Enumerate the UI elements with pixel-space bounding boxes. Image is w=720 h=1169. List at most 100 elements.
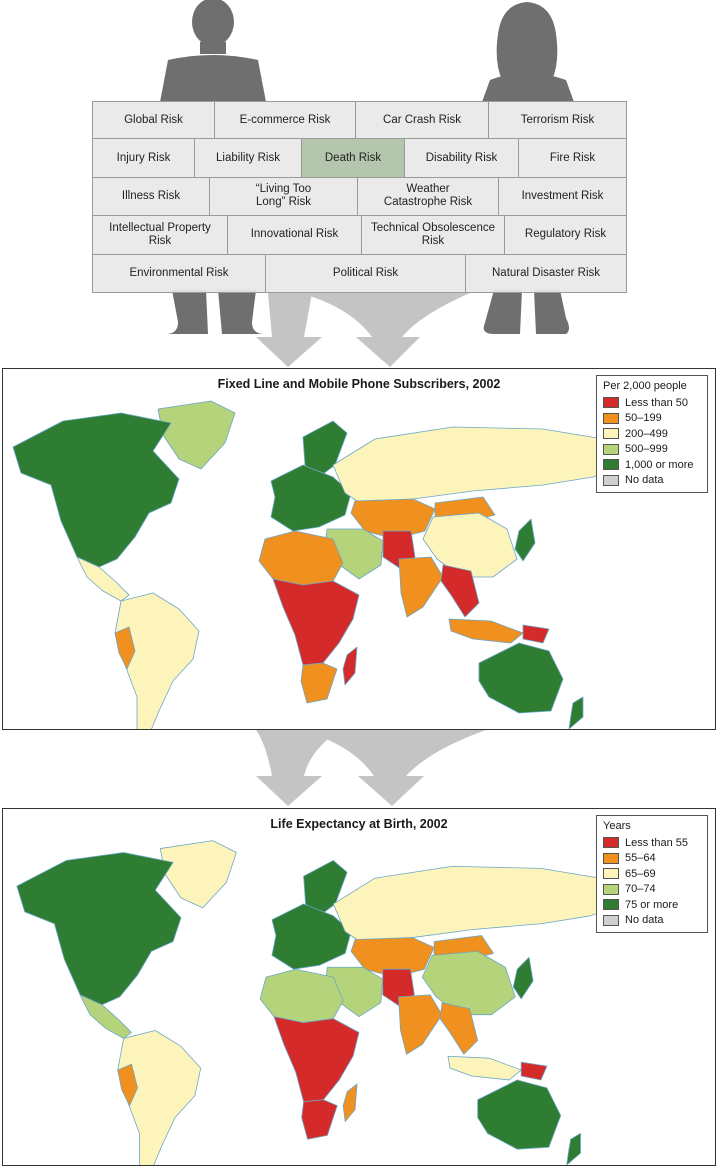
region-sub-saharan-africa [272, 578, 360, 666]
region-russia [332, 865, 641, 944]
map-title: Fixed Line and Mobile Phone Subscribers,… [217, 377, 501, 391]
region-southeast-asia [439, 1002, 479, 1055]
puzzle-row-5: Environmental Risk Political Risk Natura… [92, 254, 627, 293]
puzzle-piece: Intellectual Property Risk [92, 216, 228, 254]
puzzle-piece: Natural Disaster Risk [466, 254, 627, 292]
region-europe [271, 903, 352, 970]
legend-label: 55–64 [625, 852, 656, 865]
puzzle-piece: Technical Obsolescence Risk [362, 216, 505, 254]
landmasses [16, 840, 641, 1165]
legend-item: Less than 55 [603, 835, 701, 851]
legend-label: 50–199 [625, 412, 662, 425]
legend-label: 200–499 [625, 427, 668, 440]
region-north-africa [259, 968, 344, 1023]
legend-swatch [603, 837, 619, 849]
region-sub-saharan-africa [273, 1016, 360, 1103]
region-australia [477, 1079, 562, 1150]
arrows-middle [256, 730, 486, 806]
arrow-right-icon [300, 293, 470, 367]
legend-label: 1,000 or more [625, 458, 694, 471]
legend-label: 65–69 [625, 867, 656, 880]
people-silhouettes [160, 0, 574, 334]
legend-item: 55–64 [603, 851, 701, 867]
region-new-zealand [568, 696, 584, 729]
man-silhouette [160, 0, 266, 334]
legend-label: No data [625, 474, 664, 487]
puzzle-row-2: Injury Risk Liability Risk Death Risk Di… [92, 139, 627, 178]
legend-label: 70–74 [625, 883, 656, 896]
puzzle-piece: Global Risk [92, 102, 215, 139]
region-china [421, 951, 516, 1016]
legend-item: No data [603, 473, 701, 489]
legend-swatch [603, 868, 619, 880]
world-map-life [16, 840, 641, 1165]
puzzle-piece: Political Risk [266, 254, 466, 292]
legend-label: Less than 55 [625, 836, 688, 849]
region-southern-africa [300, 662, 338, 704]
puzzle-piece: Illness Risk [92, 177, 210, 216]
puzzle-piece-highlighted: Death Risk [302, 139, 405, 177]
puzzle-piece: Environmental Risk [92, 254, 266, 292]
puzzle-piece: “Living Too Long” Risk [210, 177, 358, 216]
arrows-top [256, 293, 470, 367]
puzzle-piece: Fire Risk [519, 139, 627, 177]
region-peru [114, 626, 136, 670]
legend-title: Per 2,000 people [603, 380, 687, 392]
legend-swatch [603, 397, 619, 409]
legend-swatch [603, 412, 619, 424]
region-europe [270, 464, 352, 532]
puzzle-piece: Disability Risk [405, 139, 519, 177]
legend: Years Less than 55 55–64 65–69 70–74 75 … [596, 815, 708, 933]
legend: Per 2,000 people Less than 50 50–199 200… [596, 375, 708, 493]
woman-silhouette [482, 2, 574, 334]
legend-label: 500–999 [625, 443, 668, 456]
legend-swatch [603, 474, 619, 486]
puzzle-piece: E-commerce Risk [215, 102, 356, 139]
region-southern-africa [301, 1099, 338, 1140]
region-central-america [79, 994, 132, 1039]
region-central-america [76, 556, 130, 602]
region-india [398, 556, 444, 618]
legend-swatch [603, 459, 619, 471]
region-greenland [159, 840, 237, 909]
world-map-phone [12, 400, 644, 729]
region-north-america [12, 412, 180, 568]
region-north-africa [258, 530, 344, 586]
legend-label: 75 or more [625, 898, 679, 911]
map-panel-life: Life Expectancy at Birth, 2002 Years Les… [2, 808, 716, 1166]
legend-item: 1,000 or more [603, 457, 701, 473]
legend-swatch [603, 899, 619, 911]
region-southeast-asia [440, 564, 480, 618]
region-png [522, 624, 550, 644]
legend-item: Less than 50 [603, 395, 701, 411]
legend-item: 500–999 [603, 442, 701, 458]
puzzle-piece: Regulatory Risk [505, 216, 627, 254]
region-indonesia [448, 618, 524, 644]
region-china [422, 512, 518, 578]
arrow-right-icon [300, 730, 486, 806]
arrow-left-icon [256, 730, 340, 806]
region-madagascar [342, 1083, 358, 1122]
puzzle-piece: Terrorism Risk [489, 102, 627, 139]
legend-item: 75 or more [603, 897, 701, 913]
region-australia [478, 642, 564, 714]
legend-label: Less than 50 [625, 396, 688, 409]
legend-item: 200–499 [603, 426, 701, 442]
region-new-zealand [566, 1132, 581, 1165]
landmasses [12, 400, 644, 729]
puzzle-row-4: Intellectual Property Risk Innovational … [92, 216, 627, 255]
region-indonesia [447, 1055, 522, 1081]
legend-swatch [603, 428, 619, 440]
region-japan [514, 518, 536, 562]
puzzle-piece: Injury Risk [92, 139, 195, 177]
legend-swatch [603, 852, 619, 864]
legend-swatch [603, 914, 619, 926]
puzzle-piece: Weather Catastrophe Risk [358, 177, 499, 216]
map-panel-phone: Fixed Line and Mobile Phone Subscribers,… [2, 368, 716, 730]
legend-item: 70–74 [603, 882, 701, 898]
region-japan [512, 956, 534, 1000]
puzzle-piece: Liability Risk [195, 139, 302, 177]
region-india [398, 994, 443, 1055]
puzzle-piece: Investment Risk [499, 177, 627, 216]
arrow-left-icon [256, 293, 322, 367]
